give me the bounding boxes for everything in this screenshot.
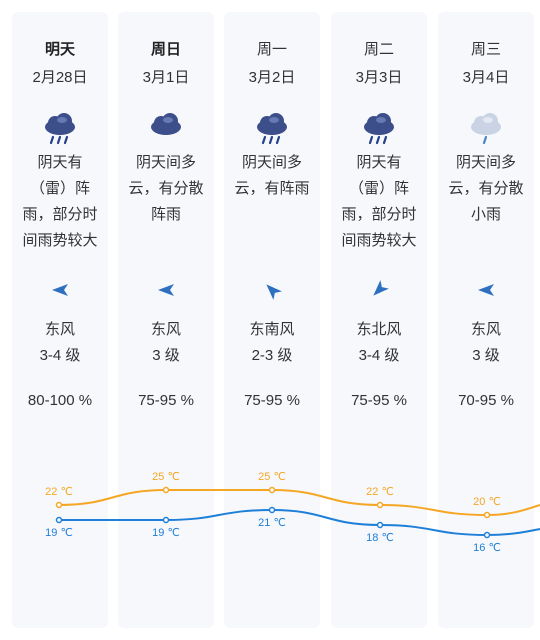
low-temp-point	[376, 521, 384, 529]
wind-level: 2-3 级	[251, 347, 293, 364]
low-temp-point	[268, 506, 276, 514]
low-temp-label: 21 ℃	[258, 517, 286, 529]
humidity: 70-95 %	[458, 392, 514, 409]
day-date: 3月2日	[248, 69, 296, 86]
high-temp-label: 25 ℃	[152, 471, 180, 483]
wind-level: 3 级	[152, 347, 180, 364]
wind-level: 3-4 级	[39, 347, 81, 364]
high-temp-label: 22 ℃	[45, 486, 73, 498]
low-temp-label: 18 ℃	[366, 532, 394, 544]
low-temp-point	[55, 516, 63, 524]
day-name: 周二	[363, 41, 394, 58]
day-name: 明天	[44, 41, 75, 58]
wind-direction: 东风	[44, 321, 75, 338]
wind-direction-icon	[438, 280, 534, 300]
wind-level: 3 级	[472, 347, 500, 364]
weather-description: 阴天间多云，有分散小雨	[438, 150, 534, 228]
low-temp-point	[483, 531, 491, 539]
description-line: 云，有分散	[128, 180, 204, 197]
wind-level: 3-4 级	[358, 347, 400, 364]
cloud-rain-icon	[224, 112, 320, 152]
high-temp-label: 20 ℃	[473, 496, 501, 508]
humidity: 75-95 %	[138, 392, 194, 409]
low-temp-label: 16 ℃	[473, 542, 501, 554]
weather-description: 阴天间多云，有分散阵雨	[118, 150, 214, 228]
day-date: 3月1日	[142, 69, 190, 86]
description-line: 小雨	[470, 206, 501, 223]
day-name: 周一	[256, 41, 287, 58]
day-name: 周三	[470, 41, 501, 58]
humidity: 75-95 %	[244, 392, 300, 409]
cloud-icon	[118, 112, 214, 152]
low-temp-point	[162, 516, 170, 524]
weather-description: 阴天间多云，有阵雨	[224, 150, 320, 202]
description-line: 雨，部分时	[341, 206, 417, 223]
cloud-rain-icon	[331, 112, 427, 152]
forecast-day-card[interactable]: 周三 3月4日阴天间多云，有分散小雨东风 3 级 70-95 %	[438, 12, 534, 628]
day-date: 3月4日	[462, 69, 510, 86]
wind-direction-icon	[12, 280, 108, 300]
weather-description: 阴天有 （雷）阵雨，部分时间雨势较大	[331, 150, 427, 254]
low-temp-label: 19 ℃	[45, 527, 73, 539]
wind-direction-icon	[118, 280, 214, 300]
wind-direction: 东风	[150, 321, 181, 338]
high-temp-point	[376, 501, 384, 509]
day-name: 周日	[150, 41, 181, 58]
cloud-rain-icon	[12, 112, 108, 152]
description-line: 间雨势较大	[22, 232, 98, 249]
wind-direction: 东南风	[249, 321, 295, 338]
description-line: 间雨势较大	[341, 232, 417, 249]
day-date: 3月3日	[355, 69, 403, 86]
high-temp-label: 22 ℃	[366, 486, 394, 498]
description-line: （雷）阵	[29, 180, 90, 197]
forecast-day-card[interactable]: 明天 2月28日阴天有 （雷）阵雨，部分时间雨势较大东风 3-4 级 80-100 %	[12, 12, 108, 628]
description-line: 阴天间多	[241, 154, 302, 171]
forecast-day-card[interactable]: 周一 3月2日阴天间多云，有阵雨东南风 2-3 级 75-95 %	[224, 12, 320, 628]
description-line: 阵雨	[150, 206, 181, 223]
wind-direction-icon	[331, 280, 427, 300]
low-temp-label: 19 ℃	[152, 527, 180, 539]
description-line: 云，有阵雨	[234, 180, 310, 197]
cloud-light-rain-icon	[438, 112, 534, 152]
weather-description: 阴天有 （雷）阵雨，部分时间雨势较大	[12, 150, 108, 254]
high-temp-label: 25 ℃	[258, 471, 286, 483]
wind-direction: 东风	[470, 321, 501, 338]
wind-direction-icon	[224, 280, 320, 300]
day-date: 2月28日	[32, 69, 88, 86]
wind-direction: 东北风	[356, 321, 402, 338]
description-line: 阴天间多	[135, 154, 196, 171]
high-temp-point	[162, 486, 170, 494]
description-line: 阴天有	[356, 154, 402, 171]
description-line: 阴天间多	[455, 154, 516, 171]
humidity: 75-95 %	[351, 392, 407, 409]
high-temp-point	[55, 501, 63, 509]
description-line: 雨，部分时	[22, 206, 98, 223]
high-temp-point	[483, 511, 491, 519]
forecast-day-card[interactable]: 周日 3月1日阴天间多云，有分散阵雨东风 3 级 75-95 %	[118, 12, 214, 628]
temperature-chart: 22 ℃ 25 ℃ 25 ℃ 22 ℃ 20 ℃ 19 ℃ 19 ℃ 21 ℃ 18 ℃ 16 ℃	[45, 471, 540, 554]
description-line: 云，有分散	[448, 180, 524, 197]
description-line: 阴天有	[37, 154, 83, 171]
humidity: 80-100 %	[27, 392, 93, 409]
description-line: （雷）阵	[348, 180, 409, 197]
high-temp-point	[268, 486, 276, 494]
